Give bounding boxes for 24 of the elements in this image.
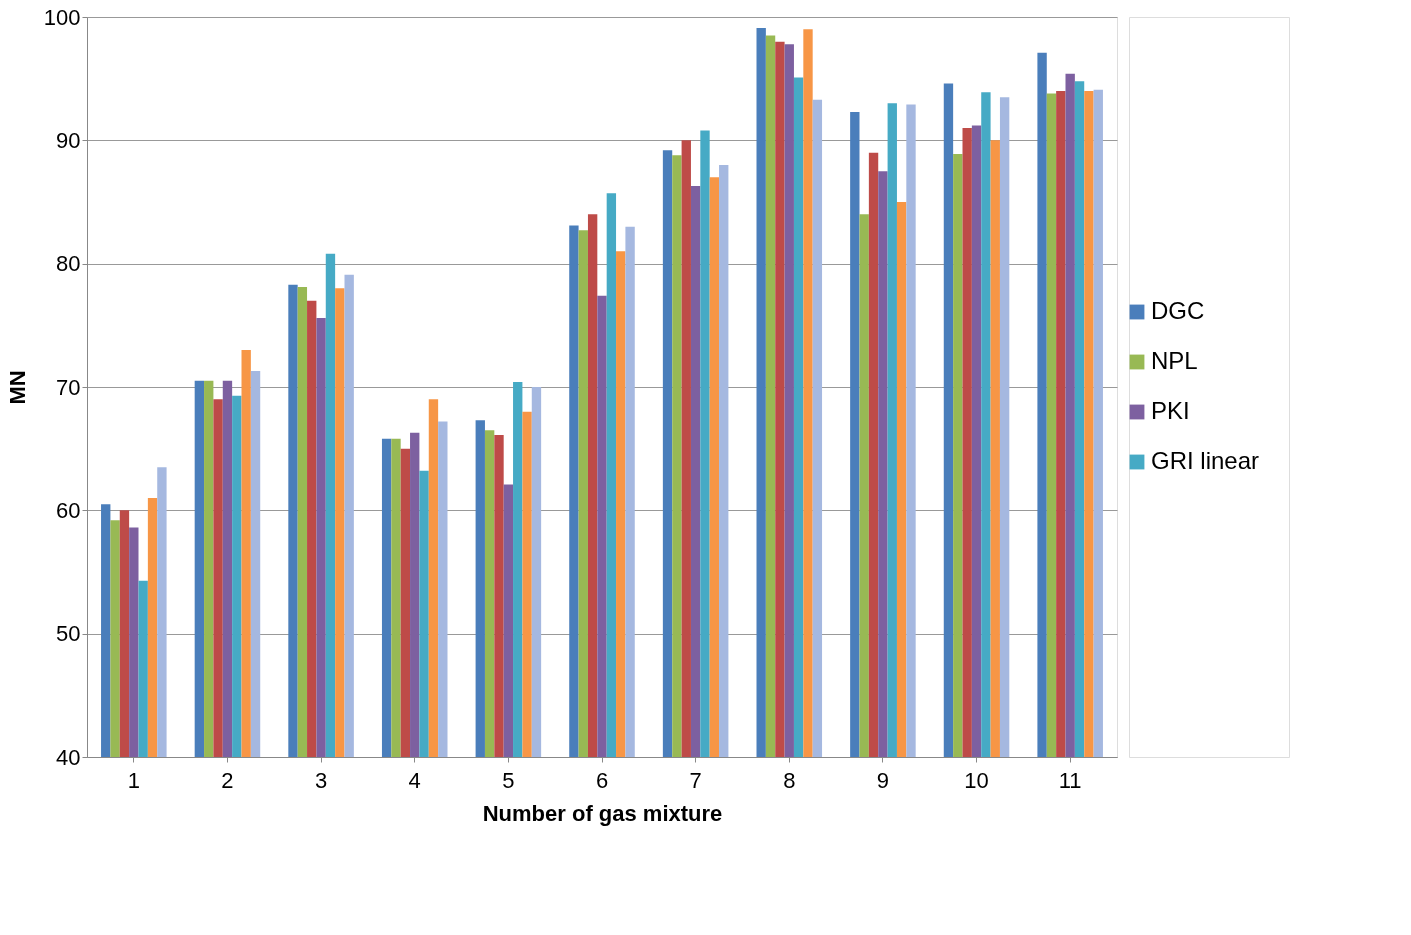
y-tick-label: 40 [56, 744, 81, 770]
x-tick-label: 2 [221, 767, 234, 793]
legend-label: NPL [1151, 347, 1198, 374]
x-tick-label: 11 [1058, 767, 1082, 793]
y-tick-label: 100 [43, 4, 81, 30]
y-tick-label: 50 [56, 621, 81, 647]
x-tick-label: 9 [876, 767, 890, 793]
legend-label: GRI linear [1151, 447, 1260, 474]
y-tick-label: 60 [56, 497, 81, 523]
y-tick-label: 80 [56, 251, 81, 277]
x-axis-title: Number of gas mixture [482, 800, 723, 826]
legend-label: PKI [1151, 397, 1190, 424]
legend-label: DGC [1151, 297, 1205, 324]
y-tick-label: 90 [56, 127, 81, 153]
y-tick-label: 70 [56, 374, 81, 400]
x-tick-label: 5 [502, 767, 515, 793]
y-axis-title: MN [4, 370, 30, 405]
x-tick-label: 3 [314, 767, 328, 793]
x-tick-label: 1 [127, 767, 140, 793]
x-tick-label: 8 [783, 767, 796, 793]
x-tick-label: 7 [689, 767, 702, 793]
x-tick-label: 6 [595, 767, 609, 793]
x-tick-label: 10 [964, 767, 989, 793]
x-tick-label: 4 [408, 767, 421, 793]
